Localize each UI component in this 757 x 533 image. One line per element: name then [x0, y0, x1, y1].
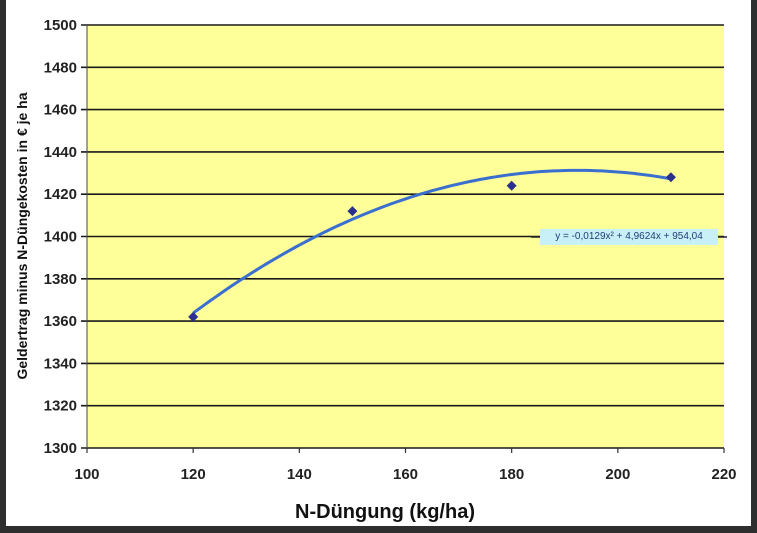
x-tick-label: 220	[711, 466, 736, 483]
x-tick-label: 180	[499, 466, 524, 483]
trendline-equation: y = -0,0129x² + 4,9624x + 954,04	[540, 229, 718, 245]
y-tick-label: 1300	[44, 440, 77, 457]
x-tick-label: 160	[393, 466, 418, 483]
y-tick-label: 1380	[44, 271, 77, 288]
data-point-marker	[347, 206, 358, 217]
x-tick-label: 140	[287, 466, 312, 483]
data-point-marker	[665, 172, 676, 183]
x-tick-label: 200	[605, 466, 630, 483]
left-border	[0, 0, 6, 533]
x-tick-label: 100	[74, 466, 99, 483]
y-tick-label: 1460	[44, 102, 77, 119]
y-tick-label: 1400	[44, 229, 77, 246]
y-tick-label: 1420	[44, 186, 77, 203]
data-points	[188, 172, 676, 322]
data-point-marker	[506, 180, 517, 191]
x-tick-label: 120	[181, 466, 206, 483]
y-tick-label: 1500	[44, 17, 77, 34]
y-tick-label: 1360	[44, 313, 77, 330]
x-axis-title: N-Düngung (kg/ha)	[295, 501, 475, 523]
bottom-border	[0, 526, 757, 533]
y-axis-title: Geldertrag minus N-Düngekosten in € je h…	[14, 92, 30, 379]
data-point-marker	[188, 311, 199, 322]
x-axis: 100 120 140 160 180 200 220	[74, 448, 737, 483]
right-border	[751, 0, 757, 533]
y-tick-label: 1440	[44, 144, 77, 161]
y-axis: 1300 1320 1340 1360 1380 1400 1420 1440 1460 1480…	[44, 17, 88, 457]
y-tick-label: 1480	[44, 59, 77, 76]
y-tick-label: 1320	[44, 398, 77, 415]
y-tick-label: 1340	[44, 355, 77, 372]
trendline	[192, 168, 672, 315]
